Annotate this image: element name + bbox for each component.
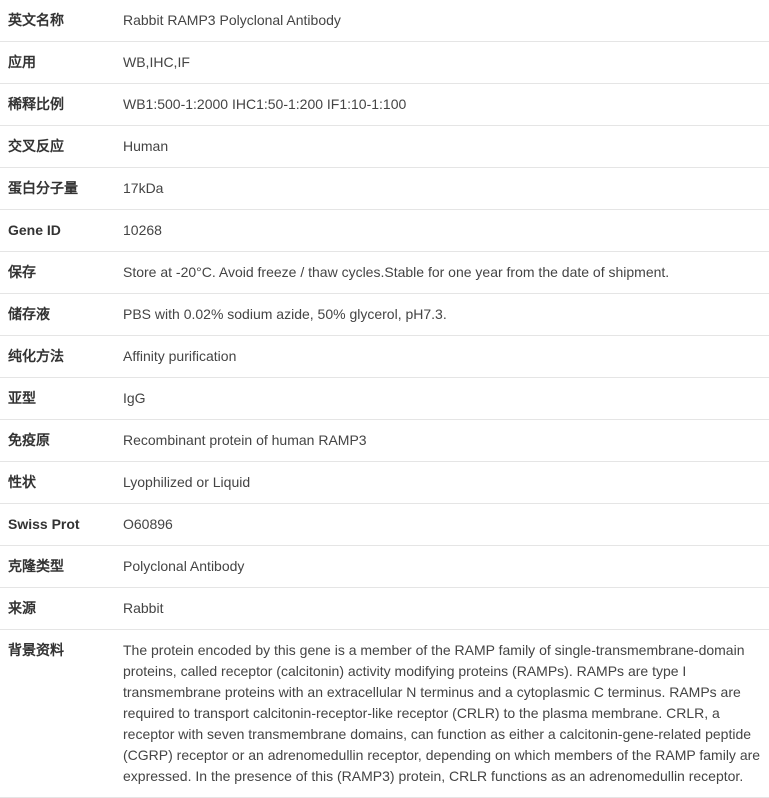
row-value: O60896 — [115, 504, 769, 546]
row-label: 储存液 — [0, 294, 115, 336]
table-row: 储存液 PBS with 0.02% sodium azide, 50% gly… — [0, 294, 769, 336]
row-value: 17kDa — [115, 168, 769, 210]
table-row: 应用 WB,IHC,IF — [0, 42, 769, 84]
table-row: 亚型 IgG — [0, 378, 769, 420]
table-row: 纯化方法 Affinity purification — [0, 336, 769, 378]
row-label: 保存 — [0, 252, 115, 294]
row-label: 蛋白分子量 — [0, 168, 115, 210]
table-row: 蛋白分子量 17kDa — [0, 168, 769, 210]
row-label: 性状 — [0, 462, 115, 504]
row-label: 免疫原 — [0, 420, 115, 462]
table-row: Swiss Prot O60896 — [0, 504, 769, 546]
row-value: IgG — [115, 378, 769, 420]
row-label: 背景资料 — [0, 630, 115, 798]
row-label: 稀释比例 — [0, 84, 115, 126]
row-value: Recombinant protein of human RAMP3 — [115, 420, 769, 462]
row-label: 亚型 — [0, 378, 115, 420]
row-value: WB1:500-1:2000 IHC1:50-1:200 IF1:10-1:10… — [115, 84, 769, 126]
row-label: Swiss Prot — [0, 504, 115, 546]
row-label: Gene ID — [0, 210, 115, 252]
row-value: Polyclonal Antibody — [115, 546, 769, 588]
row-value: PBS with 0.02% sodium azide, 50% glycero… — [115, 294, 769, 336]
row-label: 纯化方法 — [0, 336, 115, 378]
row-label: 来源 — [0, 588, 115, 630]
table-row: 克隆类型 Polyclonal Antibody — [0, 546, 769, 588]
row-value: WB,IHC,IF — [115, 42, 769, 84]
row-value: The protein encoded by this gene is a me… — [115, 630, 769, 798]
table-row: 背景资料 The protein encoded by this gene is… — [0, 630, 769, 798]
row-label: 应用 — [0, 42, 115, 84]
row-value: Rabbit — [115, 588, 769, 630]
row-value: Lyophilized or Liquid — [115, 462, 769, 504]
row-value: Rabbit RAMP3 Polyclonal Antibody — [115, 0, 769, 42]
table-row: 免疫原 Recombinant protein of human RAMP3 — [0, 420, 769, 462]
table-row: 性状 Lyophilized or Liquid — [0, 462, 769, 504]
row-label: 英文名称 — [0, 0, 115, 42]
table-row: 来源 Rabbit — [0, 588, 769, 630]
table-row: 稀释比例 WB1:500-1:2000 IHC1:50-1:200 IF1:10… — [0, 84, 769, 126]
table-row: 交叉反应 Human — [0, 126, 769, 168]
table-row: 保存 Store at -20°C. Avoid freeze / thaw c… — [0, 252, 769, 294]
row-value: 10268 — [115, 210, 769, 252]
spec-table: 英文名称 Rabbit RAMP3 Polyclonal Antibody 应用… — [0, 0, 769, 798]
row-value: Human — [115, 126, 769, 168]
table-row: Gene ID 10268 — [0, 210, 769, 252]
table-row: 英文名称 Rabbit RAMP3 Polyclonal Antibody — [0, 0, 769, 42]
row-label: 克隆类型 — [0, 546, 115, 588]
row-value: Store at -20°C. Avoid freeze / thaw cycl… — [115, 252, 769, 294]
row-label: 交叉反应 — [0, 126, 115, 168]
row-value: Affinity purification — [115, 336, 769, 378]
